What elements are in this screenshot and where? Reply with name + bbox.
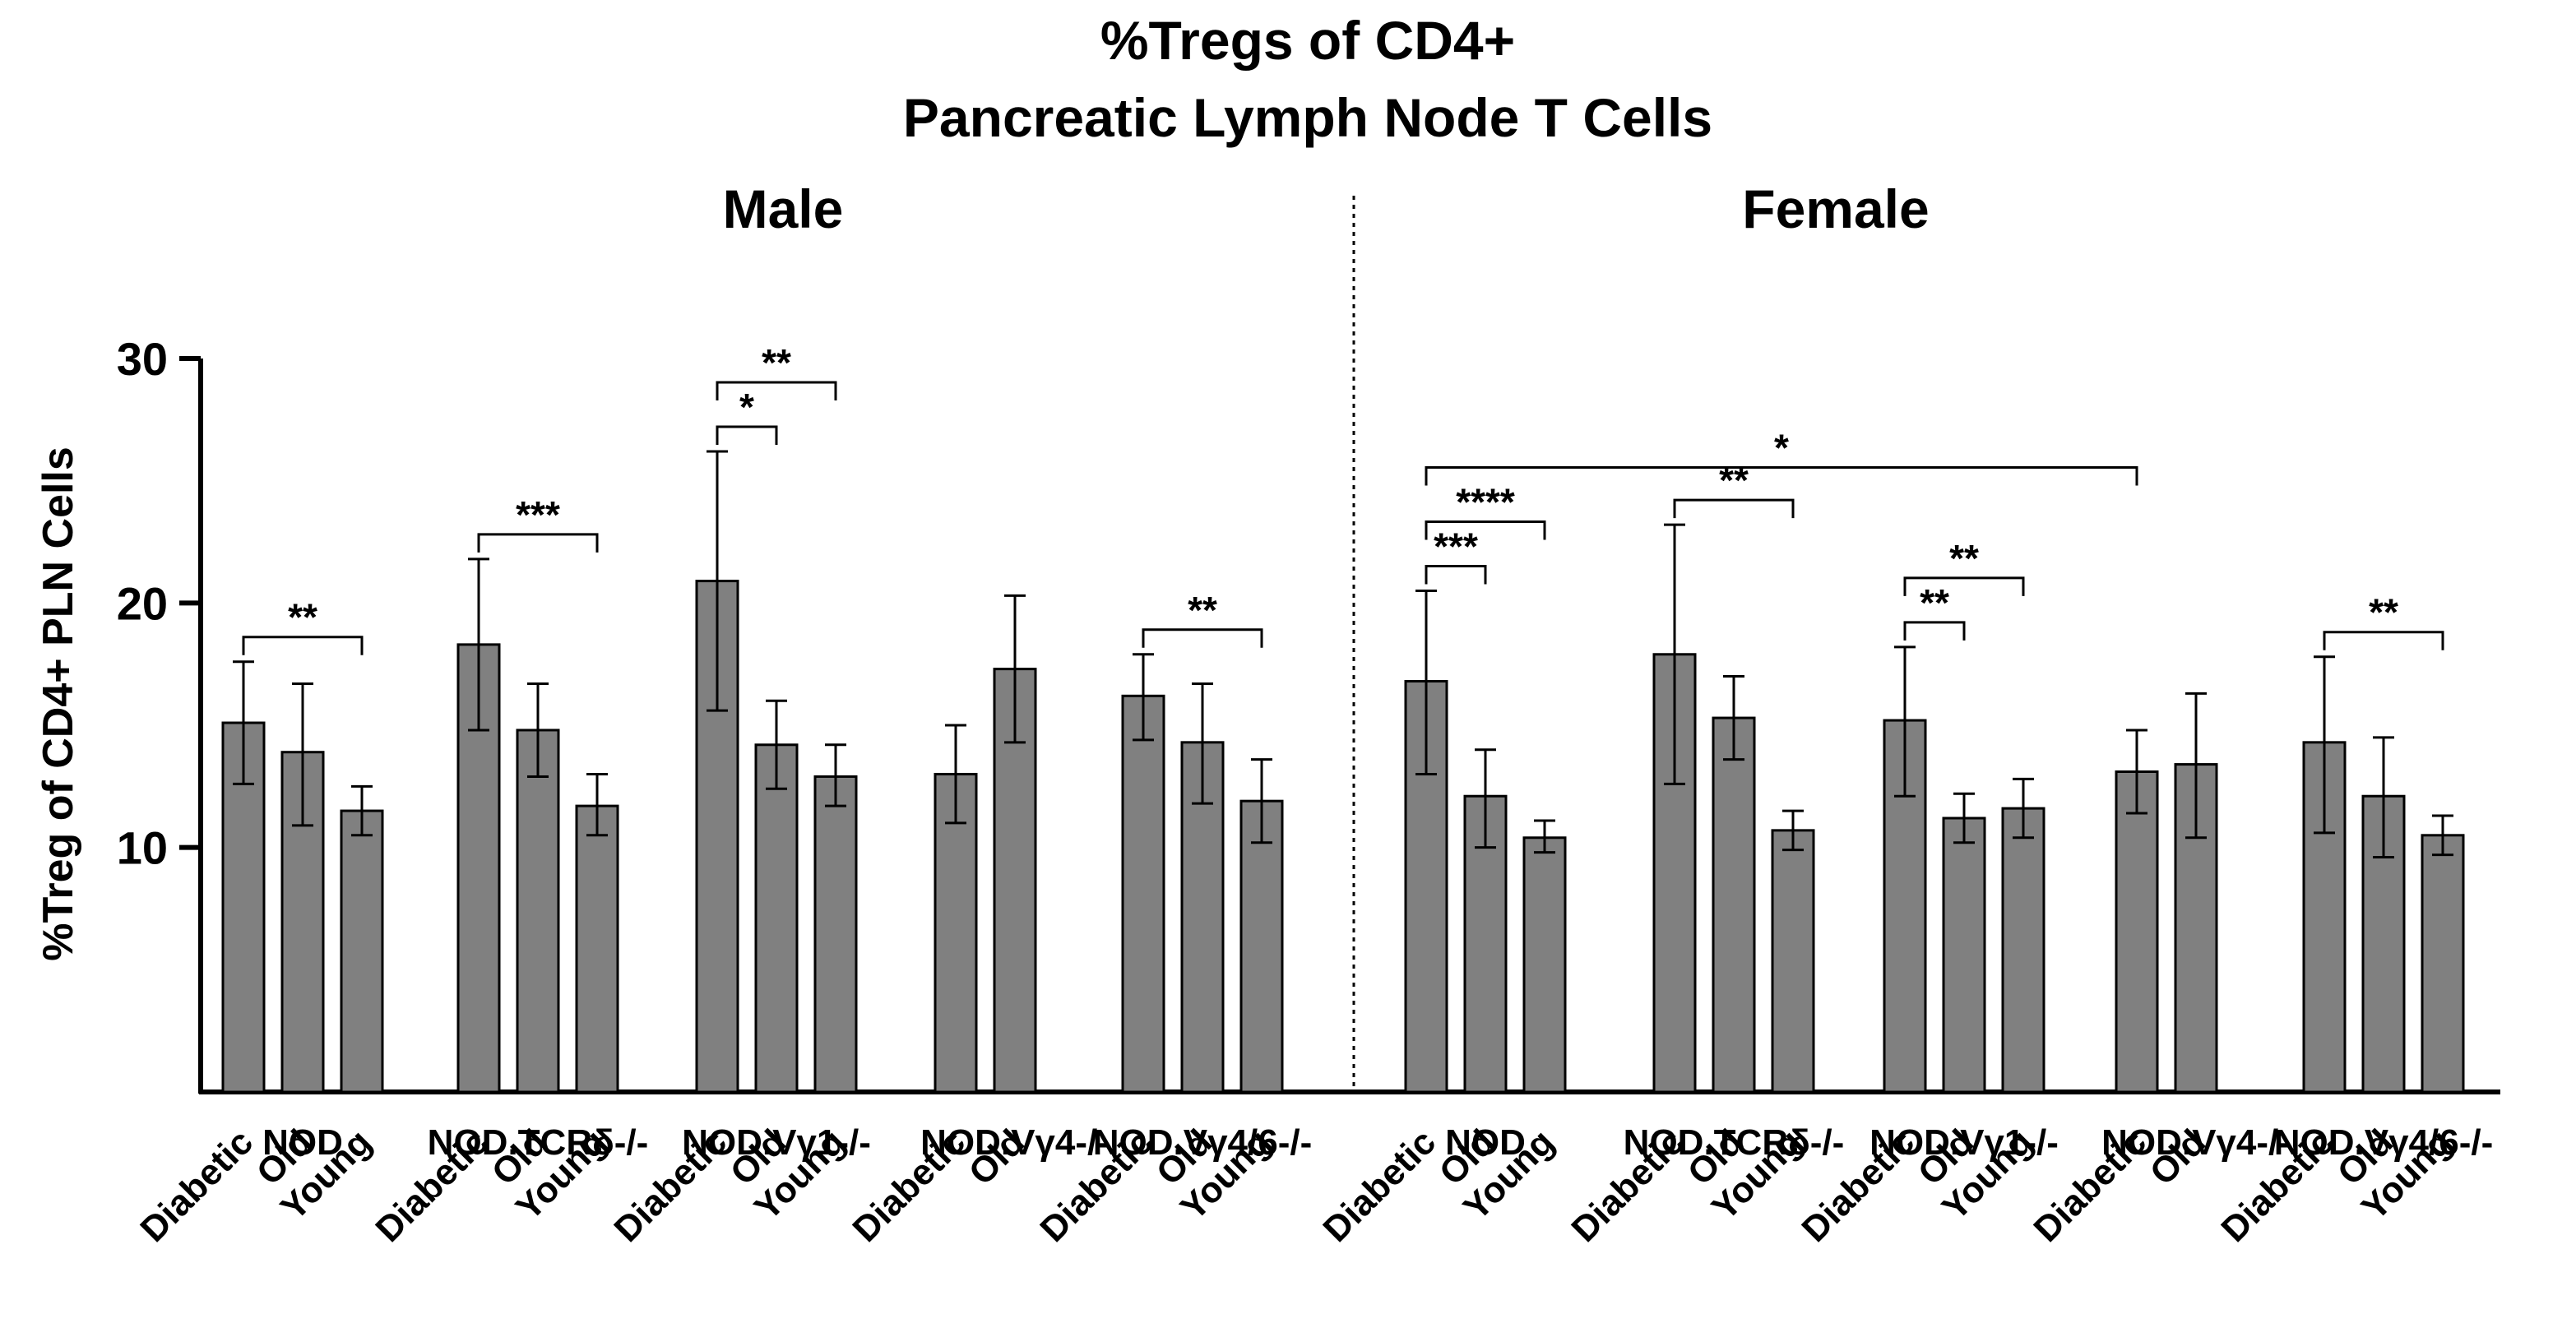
significance-label: ** [762,341,791,384]
significance-bracket [1425,465,2138,486]
group-label-0: NOD [262,1122,343,1163]
group-label-1: NOD.TCRδ-/- [1624,1122,1845,1163]
significance-bracket [1673,498,1795,519]
bar-female-2-diabetic [1883,719,1927,1094]
bar-male-4-young [1239,799,1284,1094]
y-tick-label-20: 20 [117,577,168,629]
significance-bracket [1903,621,1966,641]
significance-bracket [716,425,778,445]
bar-female-0-young [1522,836,1567,1094]
significance-bracket [2323,631,2444,650]
group-label-2: NOD.Vγ1-/- [1869,1122,2059,1163]
group-label-2: NOD.Vγ1-/- [682,1122,871,1163]
group-label-4: NOD.Vγ4/6-/- [2274,1122,2494,1163]
significance-bracket [1142,628,1263,648]
bar-female-2-young [2001,807,2046,1094]
bar-female-1-old [1712,716,1756,1094]
significance-label: * [739,386,754,428]
significance-bracket [477,533,599,553]
bar-male-1-old [516,729,560,1094]
significance-bracket [1425,520,1546,540]
bar-male-0-young [340,809,384,1094]
significance-label: *** [1434,525,1478,567]
group-label-3: NOD.Vγ4-/- [2101,1122,2291,1163]
bar-female-2-old [1942,817,1986,1094]
significance-label: ** [1949,537,1979,580]
category-label-diabetic: Diabetic [132,1122,261,1250]
chart-title: %Tregs of CD4+ [1100,10,1515,71]
y-tick-label-30: 30 [117,333,168,385]
significance-label: ** [1920,581,1949,624]
significance-label: **** [1456,480,1515,523]
significance-label: ** [2369,591,2398,634]
bar-male-2-young [813,775,858,1094]
significance-label: *** [516,493,560,536]
group-label-1: NOD.TCRδ-/- [428,1122,649,1163]
y-axis-label: %Treg of CD4+ PLN Cells [35,446,82,961]
bar-male-2-old [754,743,799,1094]
significance-bracket [716,381,837,400]
panel-label-male: Male [723,178,844,239]
category-label-diabetic: Diabetic [1315,1122,1443,1250]
significance-label: ** [1188,589,1217,631]
bar-female-4-young [2421,834,2465,1094]
significance-label: ** [288,596,317,639]
panel-label-female: Female [1742,178,1929,239]
group-label-3: NOD.Vγ4-/- [920,1122,1110,1163]
bar-female-1-young [1771,829,1815,1094]
significance-label: * [1774,426,1789,469]
bar-female-3-diabetic [2115,770,2159,1094]
group-label-0: NOD [1445,1122,1526,1163]
y-tick-label-10: 10 [117,822,168,874]
significance-label: ** [1719,459,1749,502]
group-label-4: NOD.Vγ4/6-/- [1093,1122,1313,1163]
bar-male-1-young [575,804,619,1094]
bar-male-4-diabetic [1121,694,1165,1094]
significance-bracket [1425,564,1487,585]
significance-bracket [1903,576,2025,596]
chart-subtitle: Pancreatic Lymph Node T Cells [903,87,1712,148]
significance-bracket [242,636,364,655]
